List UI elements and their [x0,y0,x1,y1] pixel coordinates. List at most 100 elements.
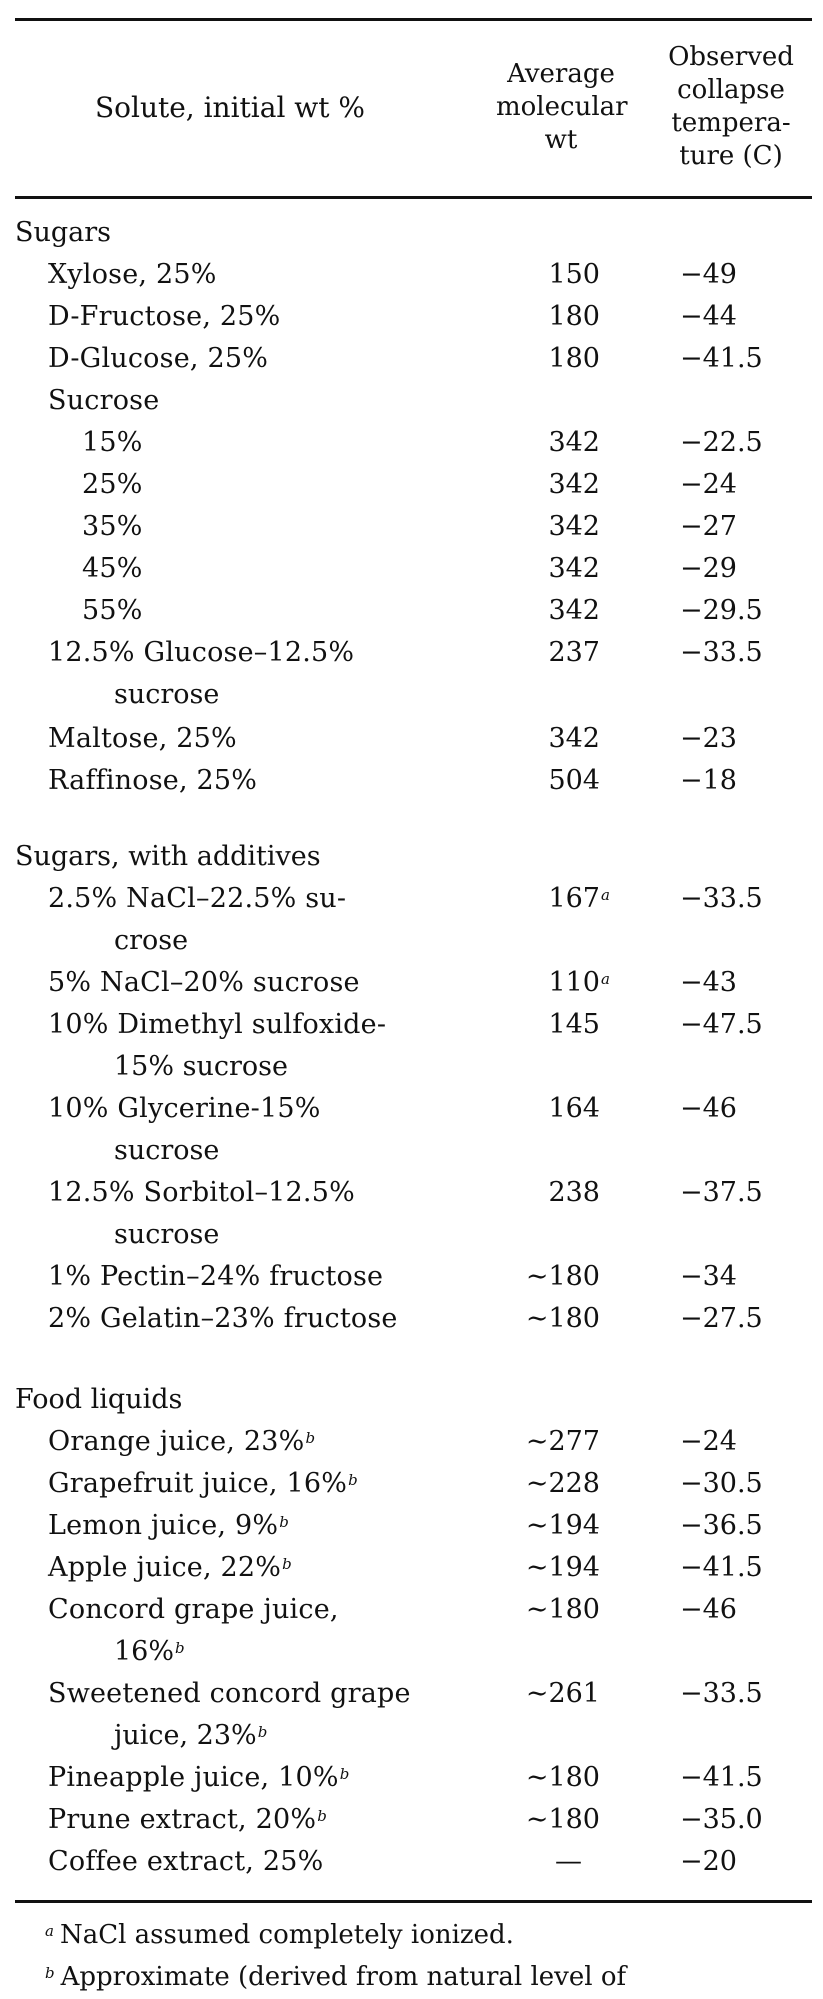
header-temp-line: tempera- [671,108,791,138]
table-row: Raffinose, 25% 504 −18 [0,760,823,802]
row-mol-wt: ∼277 [525,1426,600,1457]
footnote-mark: b [45,1964,55,1982]
mol-wt-value: 110 [548,967,600,998]
row-temp: −18 [680,765,737,796]
row-label-continuation: sucrose [114,1219,220,1250]
row-mol-wt: 167 a [500,878,610,920]
row-label: Apple juice, 22%b [48,1547,292,1589]
row-temp: −23 [680,723,737,754]
table-row: Grapefruit juice, 16%b ∼228 −30.5 [0,1463,823,1505]
label-text: 16% [114,1636,175,1667]
table-row: 35% 342 −27 [0,506,823,548]
footnote-ref-b: b [348,1471,358,1489]
row-label-continuation: 15% sucrose [114,1051,288,1082]
table-row: 2% Gelatin–23% fructose ∼180 −27.5 [0,1298,823,1340]
row-temp: −34 [680,1261,737,1292]
table-row: Prune extract, 20%b ∼180 −35.0 [0,1799,823,1841]
header-mol-wt-line: wt [544,125,578,155]
row-label: Coffee extract, 25% [48,1846,324,1877]
row-temp: −22.5 [680,427,763,458]
header-mol-wt-line: molecular [496,92,628,122]
row-mol-wt: ∼180 [525,1261,600,1292]
header-temp-line: Observed [668,42,794,72]
row-label: Maltose, 25% [48,723,237,754]
label-text: juice, 23% [114,1720,257,1751]
row-mol-wt: 110 a [500,962,610,1004]
table-row: Pineapple juice, 10%b ∼180 −41.5 [0,1757,823,1799]
row-temp: −27.5 [680,1303,763,1334]
footnote-ref-a: a [601,970,610,988]
row-mol-wt: 238 [548,1177,600,1208]
header-temp-line: ture (C) [679,141,783,171]
row-label: 12.5% Sorbitol–12.5% [48,1177,355,1208]
row-mol-wt: ∼180 [525,1594,600,1625]
row-label: Pineapple juice, 10%b [48,1757,350,1799]
group-title-sugars-with-additives: Sugars, with additives [15,841,321,872]
table-row: 25% 342 −24 [0,464,823,506]
footnote-text: NaCl assumed completely ionized. [59,1920,514,1950]
row-mol-wt: ∼180 [525,1804,600,1835]
row-mol-wt: 342 [548,469,600,500]
row-mol-wt: ∼194 [525,1510,600,1541]
table-row: Lemon juice, 9%b ∼194 −36.5 [0,1505,823,1547]
row-label: Xylose, 25% [48,259,217,290]
label-text: Apple juice, 22% [48,1552,282,1583]
table-row: Sweetened concord grape juice, 23%b ∼261… [0,1673,823,1757]
row-temp: −47.5 [680,1009,763,1040]
row-temp: −41.5 [680,1762,763,1793]
row-label: 25% [82,469,143,500]
table-row: Maltose, 25% 342 −23 [0,718,823,760]
row-temp: −29 [680,553,737,584]
footnote-a: a NaCl assumed completely ionized. [45,1914,514,1956]
mol-wt-value: 167 [548,883,600,914]
row-label: 55% [82,595,143,626]
row-mol-wt: 180 [548,343,600,374]
group-title-sugars: Sugars [15,217,112,248]
row-mol-wt: ∼180 [525,1762,600,1793]
row-temp: −33.5 [680,637,763,668]
row-label-continuation: juice, 23%b [114,1715,267,1757]
header-solute: Solute, initial wt % [94,91,366,124]
top-rule [15,18,812,21]
table-row: 10% Dimethyl sulfoxide- 15% sucrose 145 … [0,1004,823,1088]
footnote-ref-b: b [317,1807,328,1825]
header-bottom-rule [15,196,812,199]
row-label: 2% Gelatin–23% fructose [48,1303,398,1334]
row-temp: −37.5 [680,1177,763,1208]
row-label: 1% Pectin–24% fructose [48,1261,384,1292]
row-mol-wt: 342 [548,723,600,754]
row-mol-wt: 180 [548,301,600,332]
label-text: Prune extract, 20% [48,1804,317,1835]
row-mol-wt: 342 [548,595,600,626]
label-text: Orange juice, 23% [48,1426,305,1457]
row-mol-wt: 342 [548,553,600,584]
row-temp: −49 [680,259,737,290]
row-temp: −27 [680,511,737,542]
row-label: 10% Glycerine-15% [48,1093,321,1124]
row-label: 2.5% NaCl–22.5% su- [48,883,347,914]
row-mol-wt: ∼194 [525,1552,600,1583]
table-row: 15% 342 −22.5 [0,422,823,464]
table-row: Apple juice, 22%b ∼194 −41.5 [0,1547,823,1589]
row-mol-wt: 342 [548,427,600,458]
table-row: 45% 342 −29 [0,548,823,590]
header-mol-wt-line: Average [507,59,615,89]
row-label-continuation: crose [114,925,189,956]
row-temp: −30.5 [680,1468,763,1499]
row-mol-wt: 145 [548,1009,600,1040]
table-row: Coffee extract, 25% — −20 [0,1841,823,1883]
label-text: Pineapple juice, 10% [48,1762,339,1793]
row-label: Sweetened concord grape [48,1678,411,1709]
row-temp: −33.5 [680,1678,763,1709]
row-temp: −35.0 [680,1804,763,1835]
row-mol-wt: — [555,1846,582,1877]
footnote-ref-b: b [257,1723,268,1741]
row-label: 12.5% Glucose–12.5% [48,637,355,668]
row-temp: −41.5 [680,343,763,374]
label-text: Grapefruit juice, 16% [48,1468,348,1499]
row-temp: −46 [680,1594,737,1625]
header-mol-wt: Average molecular wt [496,58,628,157]
label-text: Lemon juice, 9% [48,1510,279,1541]
row-temp: −44 [680,301,737,332]
row-temp: −20 [680,1846,737,1877]
